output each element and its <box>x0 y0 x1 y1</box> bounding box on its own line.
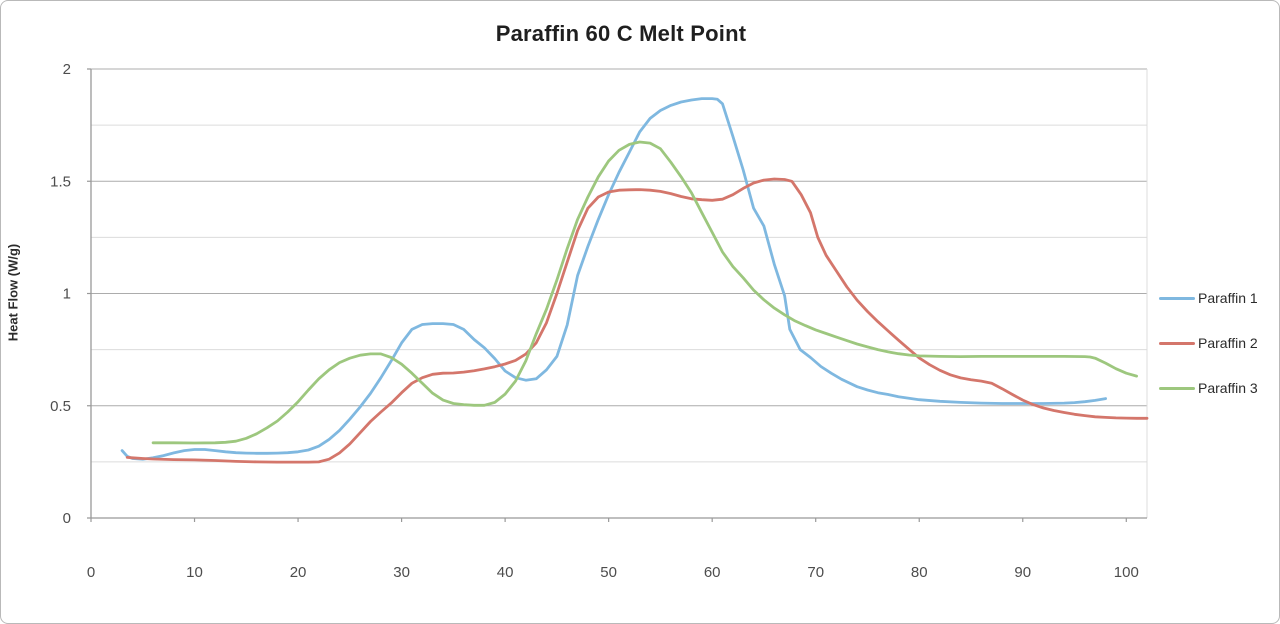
x-tick-label: 100 <box>1114 564 1139 581</box>
chart-title: Paraffin 60 C Melt Point <box>495 21 747 46</box>
x-tick-label: 10 <box>186 564 203 581</box>
y-tick-label: 1 <box>63 286 71 303</box>
x-tick-label: 90 <box>1014 564 1031 581</box>
y-tick-label: 0.5 <box>50 398 71 415</box>
x-tick-label: 60 <box>704 564 721 581</box>
legend-line-icon <box>1159 296 1195 300</box>
legend-line-icon <box>1159 386 1195 390</box>
y-tick-label: 2 <box>63 61 71 78</box>
legend-item-paraffin-3: Paraffin 3 <box>1159 379 1258 397</box>
x-tick-label: 40 <box>497 564 514 581</box>
legend-item-paraffin-2: Paraffin 2 <box>1159 334 1258 352</box>
x-tick-label: 20 <box>290 564 307 581</box>
x-tick-label: 80 <box>911 564 928 581</box>
legend-label: Paraffin 2 <box>1198 335 1258 351</box>
series-line-paraffin-3 <box>151 140 1138 445</box>
legend-line-icon <box>1159 341 1195 345</box>
x-tick-label: 0 <box>87 564 95 581</box>
y-tick-label: 1.5 <box>50 173 71 190</box>
legend-item-paraffin-1: Paraffin 1 <box>1159 289 1258 307</box>
series-line-paraffin-1 <box>120 97 1107 461</box>
series-line-paraffin-2 <box>125 177 1149 464</box>
x-tick-label: 30 <box>393 564 410 581</box>
y-tick-label: 0 <box>63 510 71 527</box>
legend-label: Paraffin 1 <box>1198 290 1258 306</box>
x-tick-label: 50 <box>600 564 617 581</box>
legend-label: Paraffin 3 <box>1198 380 1258 396</box>
legend: Paraffin 1 Paraffin 2 Paraffin 3 <box>1159 289 1258 424</box>
x-tick-label: 70 <box>807 564 824 581</box>
